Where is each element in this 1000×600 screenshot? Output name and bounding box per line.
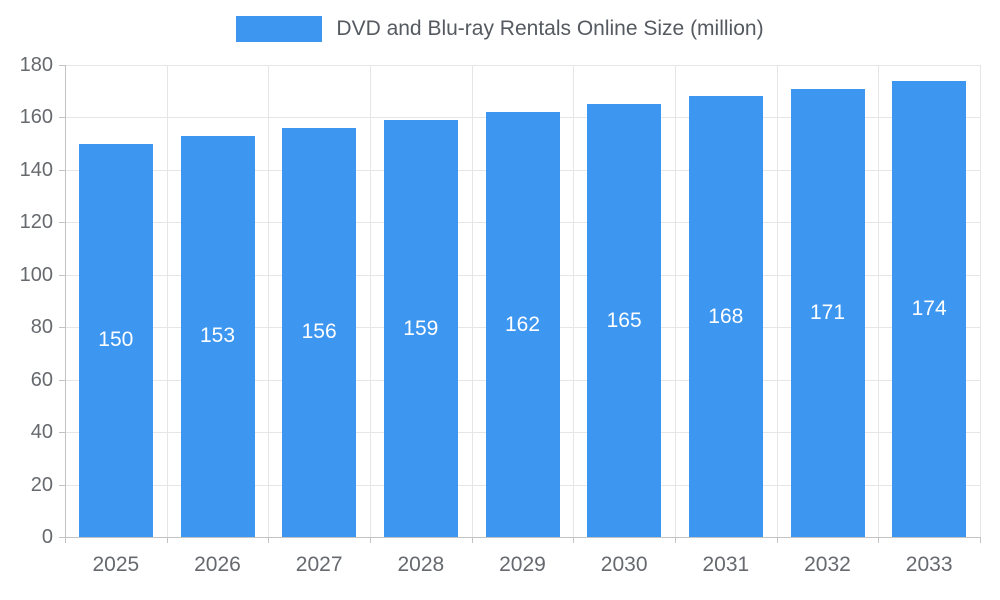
y-axis-tick	[59, 432, 65, 434]
bar: 159	[383, 120, 458, 537]
gridline-vertical	[675, 65, 676, 537]
y-axis-label: 120	[19, 211, 53, 234]
x-axis-line	[65, 537, 980, 538]
gridline-vertical	[370, 65, 371, 537]
y-axis-label: 0	[41, 526, 53, 548]
y-axis-tick	[59, 379, 65, 381]
x-axis-tick	[268, 537, 270, 543]
bar-value-label: 174	[911, 296, 947, 320]
x-axis-tick	[980, 537, 981, 543]
chart-title: DVD and Blu-ray Rentals Online Size (mil…	[336, 17, 764, 40]
x-axis-tick	[675, 537, 676, 543]
x-axis-tick	[65, 537, 66, 543]
bar-value-label: 171	[809, 300, 846, 324]
y-axis-tick	[59, 117, 65, 119]
x-axis-label: 2029	[499, 553, 546, 576]
x-axis-label: 2026	[194, 553, 241, 576]
y-axis-tick	[59, 222, 65, 224]
gridline-vertical	[573, 65, 575, 537]
y-axis-tick	[59, 327, 65, 329]
bar-value-label: 156	[301, 320, 337, 344]
bar-value-label: 162	[504, 312, 541, 336]
x-axis-tick	[573, 537, 575, 543]
y-axis-label: 80	[30, 316, 53, 339]
y-axis-tick	[59, 65, 65, 66]
bar-value-label: 153	[199, 324, 236, 348]
bar: 165	[587, 104, 662, 537]
bar-value-label: 159	[403, 316, 439, 340]
y-axis-label: 100	[19, 263, 53, 286]
bar-value-label: 168	[708, 304, 744, 328]
bar: 150	[78, 143, 153, 537]
x-axis-label: 2028	[397, 553, 445, 576]
y-axis-label: 20	[30, 473, 53, 496]
x-axis-label: 2033	[905, 553, 953, 576]
bar: 168	[688, 96, 763, 537]
bar-value-label: 165	[606, 308, 642, 332]
bar: 174	[892, 80, 967, 537]
x-axis-label: 2030	[600, 553, 648, 576]
y-axis-label: 160	[19, 106, 53, 129]
bar: 171	[790, 88, 865, 537]
chart-legend: DVD and Blu-ray Rentals Online Size (mil…	[0, 16, 1000, 42]
gridline-vertical	[166, 65, 168, 537]
legend-swatch	[236, 16, 323, 42]
y-axis-tick	[59, 484, 65, 486]
x-axis-label: 2027	[295, 553, 343, 576]
y-axis-label: 40	[30, 421, 53, 444]
bar: 156	[282, 127, 357, 537]
x-axis-tick	[166, 537, 168, 543]
y-axis-tick	[59, 274, 65, 276]
x-axis-tick	[776, 537, 778, 543]
x-axis-label: 2031	[702, 553, 750, 576]
gridline-vertical	[471, 65, 473, 537]
gridline-vertical	[776, 65, 778, 537]
x-axis-tick	[471, 537, 473, 543]
gridline-vertical	[980, 65, 981, 537]
y-axis-label: 60	[30, 368, 53, 391]
x-axis-tick	[370, 537, 371, 543]
y-axis-tick	[59, 537, 65, 538]
gridline-vertical	[268, 65, 270, 537]
y-axis-label: 140	[19, 158, 53, 181]
bar: 162	[485, 112, 560, 537]
x-axis-label: 2032	[804, 553, 851, 576]
gridline-horizontal	[65, 65, 980, 66]
y-axis-tick	[59, 169, 65, 171]
bar-value-label: 150	[98, 328, 134, 352]
x-axis-label: 2025	[92, 553, 140, 576]
y-axis-line	[65, 65, 66, 537]
gridline-vertical	[878, 65, 880, 537]
x-axis-tick	[878, 537, 880, 543]
bar: 153	[180, 135, 255, 537]
y-axis-label: 180	[19, 54, 53, 76]
